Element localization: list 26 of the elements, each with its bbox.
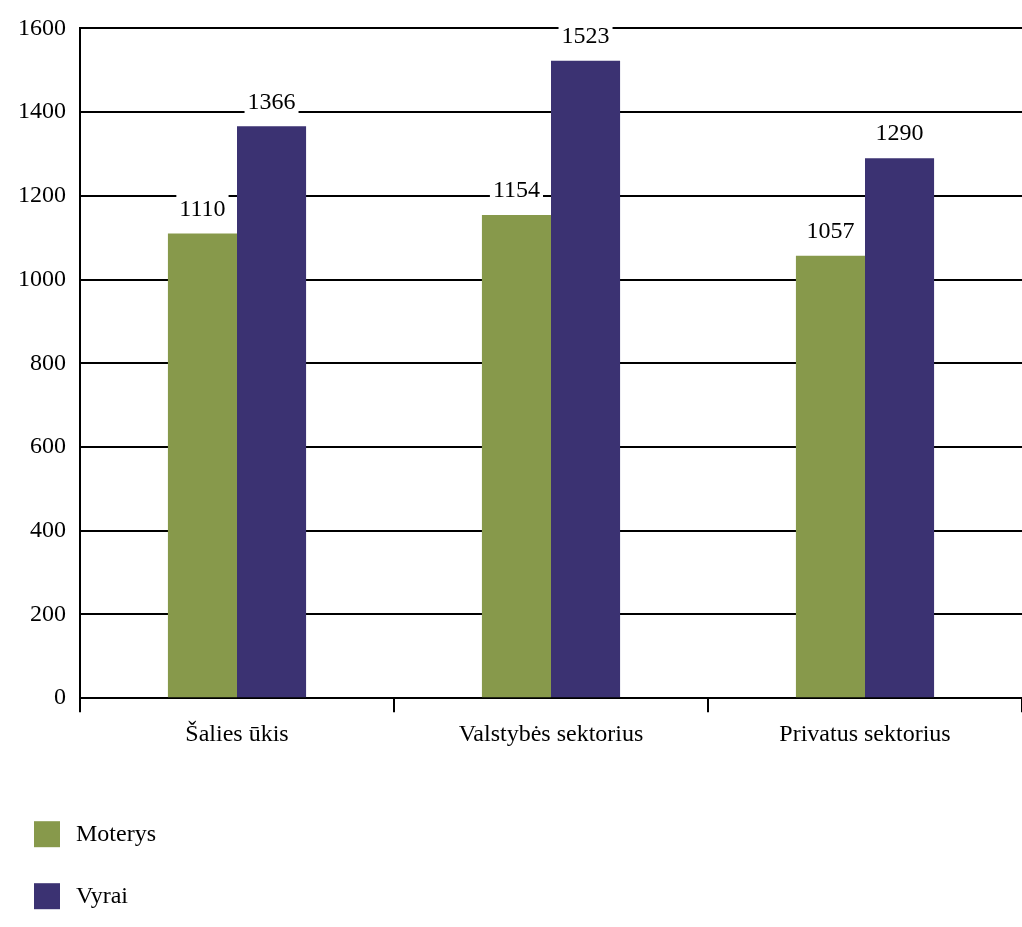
data-label: 1366 <box>247 87 296 114</box>
bar <box>481 215 551 698</box>
bar <box>237 126 307 698</box>
data-label: 1154 <box>492 176 541 203</box>
y-tick-label: 1200 <box>18 181 66 208</box>
bar <box>551 60 621 698</box>
y-tick-label: 1000 <box>18 264 66 291</box>
y-tick-label: 200 <box>30 599 66 626</box>
data-label: 1057 <box>806 217 855 244</box>
x-tick-label: Privatus sektorius <box>779 719 951 746</box>
bar <box>167 233 237 698</box>
bar <box>795 255 865 698</box>
y-tick-label: 1400 <box>18 97 66 124</box>
bar <box>865 158 935 698</box>
y-tick-label: 1600 <box>18 13 66 40</box>
data-label: 1110 <box>179 194 226 221</box>
legend-label: Moterys <box>76 820 156 847</box>
y-tick-label: 800 <box>30 348 66 375</box>
legend-label: Vyrai <box>76 882 129 909</box>
data-label: 1290 <box>875 119 924 146</box>
data-label: 1523 <box>561 21 610 48</box>
x-tick-label: Šalies ūkis <box>185 719 289 746</box>
x-tick-label: Valstybės sektorius <box>458 719 644 746</box>
y-tick-label: 400 <box>30 516 66 543</box>
y-tick-label: 0 <box>54 683 66 710</box>
y-tick-label: 600 <box>30 432 66 459</box>
